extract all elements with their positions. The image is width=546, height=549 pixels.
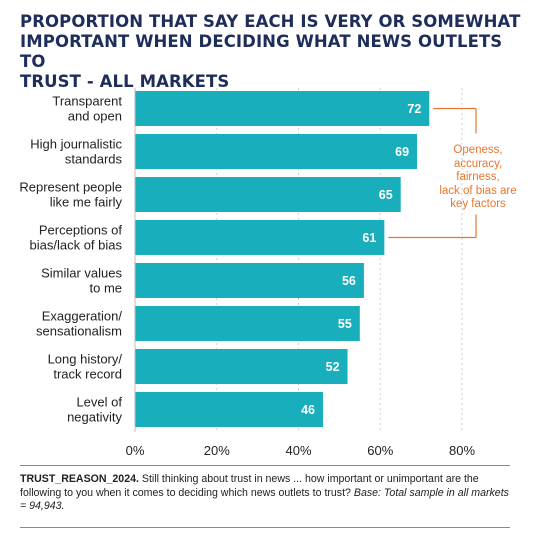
bar — [135, 220, 385, 255]
category-label: bias/lack of bias — [30, 238, 123, 253]
x-tick-label: 40% — [285, 443, 311, 458]
data-label: 52 — [326, 360, 340, 374]
category-label: Long history/ — [48, 352, 123, 367]
category-label: like me fairly — [50, 195, 123, 210]
category-label: negativity — [67, 410, 122, 425]
data-label: 65 — [379, 188, 393, 202]
category-label: to me — [89, 281, 122, 296]
bar — [135, 134, 418, 169]
category-label: Represent people — [19, 180, 122, 195]
category-label: Perceptions of — [39, 223, 122, 238]
category-label: sensationalism — [36, 324, 122, 339]
category-label: Similar values — [41, 266, 122, 281]
annotation-line: lack of bias are — [439, 184, 517, 197]
footnote-code: TRUST_REASON_2024. — [20, 473, 139, 485]
category-label: Exaggeration/ — [42, 309, 123, 324]
annotation-line: Openess, — [453, 144, 503, 156]
x-tick-label: 0% — [126, 443, 145, 458]
bar — [135, 177, 401, 212]
footnote: TRUST_REASON_2024. Still thinking about … — [20, 473, 512, 514]
category-label: High journalistic — [30, 137, 122, 152]
x-tick-label: 20% — [204, 443, 230, 458]
category-label: standards — [65, 152, 123, 167]
title-line: PROPORTION THAT SAY EACH IS VERY OR SOME… — [20, 12, 521, 31]
data-label: 69 — [395, 145, 409, 159]
footnote-top-rule — [20, 465, 510, 466]
footnote-bottom-rule — [20, 527, 510, 528]
category-label: track record — [53, 367, 122, 382]
bar — [135, 91, 430, 126]
footnote-text: Still thinking about trust in news ... h… — [20, 473, 479, 499]
data-label: 55 — [338, 317, 352, 331]
x-tick-label: 80% — [449, 443, 475, 458]
footnote-base: Base: Total sample in all markets = 94,9… — [20, 486, 509, 513]
bar — [135, 306, 360, 341]
data-label: 61 — [362, 231, 376, 245]
bar — [135, 392, 324, 427]
annotation-text: Openess, accuracy, fairness, lack of bia… — [428, 144, 528, 212]
title-line: IMPORTANT WHEN DECIDING WHAT NEWS OUTLET… — [20, 32, 503, 71]
annotation-line: fairness, — [456, 171, 500, 183]
data-label: 72 — [407, 102, 421, 116]
category-label: and open — [68, 109, 122, 124]
x-tick-label: 60% — [367, 443, 393, 458]
bar — [135, 349, 348, 384]
chart-title: PROPORTION THAT SAY EACH IS VERY OR SOME… — [20, 12, 530, 92]
data-label: 46 — [301, 403, 315, 417]
title-line: TRUST - ALL MARKETS — [20, 72, 230, 91]
category-label: Transparent — [52, 94, 122, 109]
annotation-line: key factors — [450, 198, 506, 210]
bar — [135, 263, 364, 298]
data-label: 56 — [342, 274, 356, 288]
annotation-line: accuracy, — [453, 157, 503, 170]
category-label: Level of — [76, 395, 122, 410]
